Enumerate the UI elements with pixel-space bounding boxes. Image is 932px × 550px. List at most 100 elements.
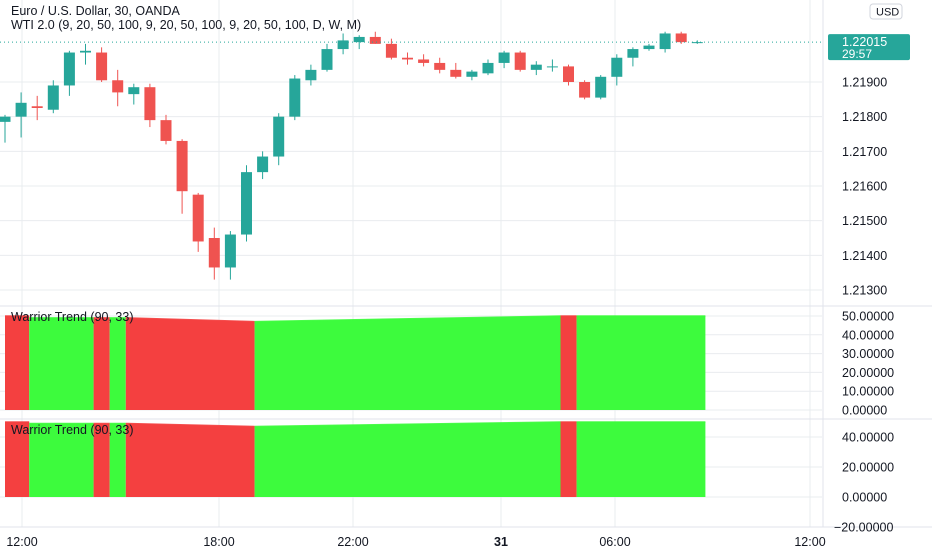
trend-segment-green[interactable] — [254, 422, 561, 497]
candle[interactable] — [289, 75, 301, 121]
candle[interactable] — [128, 83, 140, 105]
candle[interactable] — [96, 47, 108, 82]
candle[interactable] — [337, 33, 349, 55]
candle[interactable] — [80, 43, 91, 65]
symbol-legend[interactable]: Euro / U.S. Dollar, 30, OANDA WTI 2.0 (9… — [11, 4, 361, 32]
currency-button-frame — [869, 3, 903, 20]
candle[interactable] — [15, 92, 27, 138]
candle[interactable] — [546, 59, 558, 72]
candle[interactable] — [482, 59, 494, 76]
trend-segment-red[interactable] — [125, 423, 255, 498]
candle[interactable] — [273, 113, 285, 166]
trend-segment-red[interactable] — [5, 422, 30, 497]
last-price-badge[interactable] — [828, 34, 910, 61]
warrior-trend-title-1[interactable]: Warrior Trend (90, 33) — [11, 310, 134, 324]
trend-segment-red[interactable] — [560, 316, 577, 410]
time-tick-label: 12:00 — [6, 535, 37, 549]
candle-body — [0, 116, 11, 122]
candle[interactable] — [63, 50, 75, 96]
candle-body — [15, 102, 27, 117]
indicator-tick-label: 30.00000 — [842, 347, 894, 361]
warrior-trend-title-2[interactable]: Warrior Trend (90, 33) — [11, 423, 134, 437]
pane-dividers[interactable] — [0, 0, 932, 528]
candle[interactable] — [353, 35, 365, 50]
symbol-title[interactable]: Euro / U.S. Dollar, 30, OANDA — [11, 4, 180, 18]
trend-segment-green[interactable] — [109, 317, 126, 410]
trend-segment-red[interactable] — [5, 316, 30, 410]
trend-segment-green[interactable] — [109, 423, 126, 498]
candle[interactable] — [514, 50, 526, 72]
time-tick-label: 12:00 — [794, 535, 825, 549]
candle[interactable] — [691, 40, 703, 44]
candle-body — [208, 238, 220, 268]
candle[interactable] — [498, 50, 510, 69]
candle[interactable] — [418, 54, 430, 67]
time-tick-label: 22:00 — [337, 535, 368, 549]
candle-body — [96, 52, 108, 81]
candle[interactable] — [369, 31, 381, 44]
time-tick-label: 31 — [494, 535, 508, 549]
warrior-trend-pane-2[interactable] — [5, 421, 706, 498]
candle[interactable] — [530, 61, 542, 76]
candle[interactable] — [466, 69, 478, 81]
indicator-tick-label: 40.00000 — [842, 328, 894, 342]
candle[interactable] — [112, 69, 124, 107]
candle[interactable] — [450, 62, 462, 79]
candle[interactable] — [192, 192, 204, 252]
candle[interactable] — [257, 151, 269, 180]
trend-segment-green[interactable] — [29, 423, 94, 498]
trend-segment-red[interactable] — [560, 422, 577, 497]
trend-segment-red[interactable] — [93, 317, 110, 410]
candle-body — [192, 194, 204, 242]
trend-segment-green[interactable] — [29, 317, 94, 410]
price-axis[interactable]: 1.21300 1.21400 1.21500 1.21600 1.21700 1.218… — [828, 3, 910, 535]
candle[interactable] — [595, 75, 607, 100]
candle[interactable] — [176, 139, 188, 214]
candle[interactable] — [144, 83, 156, 128]
candle[interactable] — [241, 165, 252, 242]
candle[interactable] — [47, 80, 59, 114]
currency-button[interactable]: USD — [869, 3, 903, 20]
candle[interactable] — [563, 64, 574, 86]
candle[interactable] — [659, 31, 671, 53]
price-pane[interactable] — [0, 31, 822, 280]
candle[interactable] — [611, 54, 623, 86]
candle[interactable] — [0, 114, 11, 143]
candle[interactable] — [385, 38, 397, 60]
trend-line-green — [254, 421, 561, 428]
candle[interactable] — [627, 47, 639, 67]
candle-body — [482, 62, 494, 74]
trend-segment-green[interactable] — [576, 316, 706, 410]
indicator-legend[interactable]: WTI 2.0 (9, 20, 50, 100, 9, 20, 50, 100,… — [11, 18, 362, 32]
candle[interactable] — [321, 43, 333, 72]
warrior-trend-pane-1[interactable] — [5, 315, 706, 410]
candle-body — [691, 42, 703, 44]
candle-body — [530, 64, 542, 70]
candle-body — [466, 71, 478, 77]
candle-body — [241, 172, 252, 235]
price-tick-label: 1.21600 — [842, 180, 887, 194]
candle-body — [31, 106, 43, 108]
currency-label: USD — [876, 7, 899, 19]
candle[interactable] — [224, 231, 236, 280]
candle-body — [546, 66, 558, 68]
trend-segment-red[interactable] — [93, 423, 110, 498]
price-tick-label: 1.21800 — [842, 110, 887, 124]
trend-segment-green[interactable] — [576, 422, 706, 497]
trend-segment-red[interactable] — [125, 317, 255, 410]
candle[interactable] — [434, 57, 446, 74]
candle[interactable] — [579, 80, 591, 100]
trend-line-red — [125, 422, 255, 428]
candle[interactable] — [160, 114, 172, 145]
candle-body — [579, 82, 591, 98]
time-axis[interactable]: 12:00 18:00 22:00 31 06:00 12:00 — [6, 535, 825, 549]
candle[interactable] — [402, 52, 413, 65]
candle[interactable] — [208, 227, 220, 280]
trend-segment-green[interactable] — [254, 316, 561, 410]
candle[interactable] — [305, 64, 317, 86]
candle[interactable] — [675, 31, 687, 44]
candle[interactable] — [31, 95, 43, 121]
candle[interactable] — [643, 43, 655, 51]
candle-body — [675, 33, 687, 43]
